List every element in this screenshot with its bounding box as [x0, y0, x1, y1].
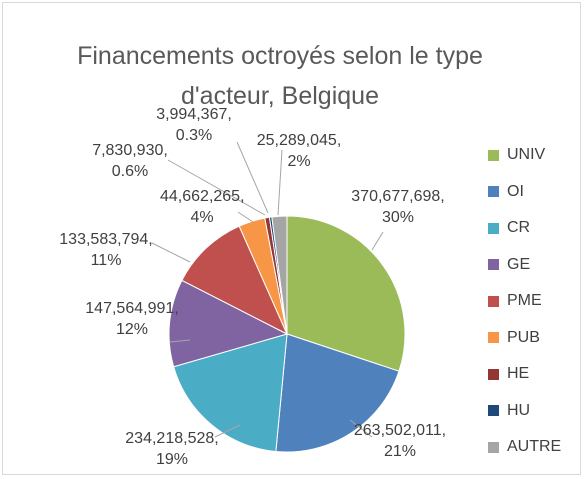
leader-line: [151, 242, 191, 263]
legend-item: AUTRE: [488, 438, 561, 456]
data-label: 25,289,045, 2%: [256, 132, 342, 170]
legend-label: GE: [507, 255, 531, 273]
leader-line: [236, 141, 269, 214]
data-label: 147,564,991, 12%: [85, 300, 179, 338]
legend-label: AUTRE: [507, 438, 562, 455]
legend-item: HE: [488, 365, 529, 383]
legend-label: OI: [507, 182, 524, 200]
legend-item: PME: [488, 292, 542, 310]
pie-slice: [168, 279, 289, 368]
legend-swatch: [488, 441, 499, 453]
legend-swatch: [488, 405, 499, 416]
data-label: 44,662,265, 4%: [160, 188, 245, 226]
legend-item: UNIV: [488, 146, 545, 164]
chart-title: Financements octroyés selon le type d'ac…: [77, 42, 483, 110]
legend-swatch: [488, 295, 499, 307]
legend-label: HU: [507, 401, 531, 419]
pie-slice: [275, 333, 400, 453]
leader-line: [277, 149, 283, 216]
legend-swatch: [488, 332, 499, 343]
legend-label: PME: [507, 292, 542, 309]
legend-item: PUB: [488, 329, 540, 347]
data-label: 3,994,367, 0.3%: [156, 106, 232, 144]
legend-swatch: [488, 222, 499, 234]
legend-label: CR: [507, 219, 531, 236]
data-label: 263,502,011, 21%: [353, 422, 447, 460]
leader-line: [371, 231, 384, 251]
data-label: 234,218,528, 19%: [125, 430, 219, 468]
data-label: 370,677,698, 30%: [351, 188, 445, 226]
leader-line: [349, 419, 373, 438]
pie-slice: [286, 215, 406, 372]
chart-frame: [2, 2, 581, 475]
legend-item: OI: [488, 183, 524, 201]
legend-swatch: [488, 368, 499, 380]
data-label: 133,583,794, 11%: [59, 231, 153, 269]
legend-item: HU: [488, 402, 530, 420]
legend-swatch: [488, 259, 499, 270]
data-label: 7,830,930, 0.6%: [92, 142, 168, 180]
pie-slice: [173, 333, 288, 453]
leader-line: [214, 424, 241, 438]
pie-slice: [181, 225, 289, 336]
pie-slice: [271, 215, 288, 335]
legend-swatch: [488, 186, 499, 197]
legend-item: CR: [488, 219, 530, 237]
legend-item: GE: [488, 256, 530, 274]
legend-label: HE: [507, 365, 530, 382]
legend-swatch: [488, 149, 499, 161]
legend-label: UNIV: [507, 146, 546, 163]
leader-line: [169, 339, 191, 343]
leader-line: [167, 159, 266, 216]
legend-label: PUB: [507, 328, 540, 346]
leader-line: [237, 211, 254, 223]
